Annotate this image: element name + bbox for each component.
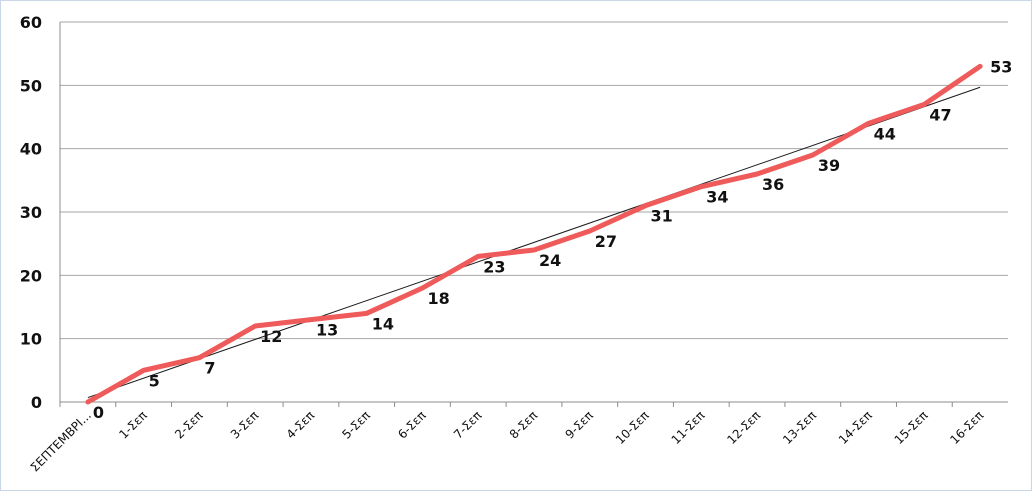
x-axis-ticks: ΣΕΠΤΕΜΒΡΙ... 1-Σεπ 2-Σεπ 3-Σεπ 4-Σεπ 5-Σεπ 6-Σ… [28, 402, 986, 475]
x-tick-label: 9-Σεπ [562, 408, 595, 441]
gridlines [59, 21, 1008, 403]
data-label: 39 [818, 156, 840, 175]
x-tick-label: 13-Σεπ [780, 408, 819, 447]
data-label: 36 [762, 175, 784, 194]
data-label: 12 [260, 327, 282, 346]
data-label: 14 [372, 314, 394, 333]
data-labels: 0 5 7 12 13 14 18 23 24 27 31 34 36 39 44 47 53 [93, 57, 1013, 422]
x-tick-label: 11-Σεπ [669, 408, 708, 447]
data-label: 34 [706, 188, 728, 207]
x-tick-label: 3-Σεπ [228, 408, 261, 441]
x-tick-label: 14-Σεπ [836, 408, 875, 447]
y-tick-label: 50 [20, 76, 42, 95]
y-tick-label: 30 [20, 203, 42, 222]
x-tick-label: 8-Σεπ [507, 408, 540, 441]
y-tick-label: 60 [20, 13, 42, 32]
data-label: 18 [427, 289, 449, 308]
x-tick-label: ΣΕΠΤΕΜΒΡΙ... [28, 408, 94, 474]
data-label: 31 [651, 207, 673, 226]
x-tick-label: 16-Σεπ [947, 408, 986, 447]
y-axis-ticks: 0 10 20 30 40 50 60 [20, 13, 42, 412]
x-tick-label: 4-Σεπ [284, 408, 317, 441]
data-label: 13 [316, 321, 338, 340]
data-label: 24 [539, 251, 561, 270]
x-tick-label: 12-Σεπ [724, 408, 763, 447]
data-label: 44 [874, 124, 896, 143]
x-tick-label: 5-Σεπ [339, 408, 372, 441]
y-tick-label: 20 [20, 266, 42, 285]
trendline-group [87, 86, 981, 399]
data-label: 27 [595, 232, 617, 251]
trendline [87, 86, 981, 399]
data-label: 0 [93, 403, 104, 422]
data-label: 23 [483, 257, 505, 276]
x-tick-label: 1-Σεπ [116, 408, 149, 441]
y-tick-label: 40 [20, 140, 42, 159]
x-tick-label: 2-Σεπ [172, 408, 205, 441]
data-label: 53 [990, 57, 1012, 76]
data-label: 47 [929, 105, 951, 124]
x-tick-label: 7-Σεπ [451, 408, 484, 441]
series-line [85, 63, 983, 405]
y-tick-label: 10 [20, 330, 42, 349]
series-group [85, 63, 983, 405]
x-tick-label: 10-Σεπ [613, 408, 652, 447]
y-tick-label: 0 [31, 393, 42, 412]
data-label: 7 [204, 359, 215, 378]
x-tick-label: 15-Σεπ [892, 408, 931, 447]
x-tick-label: 6-Σεπ [395, 408, 428, 441]
data-label: 5 [149, 371, 160, 390]
